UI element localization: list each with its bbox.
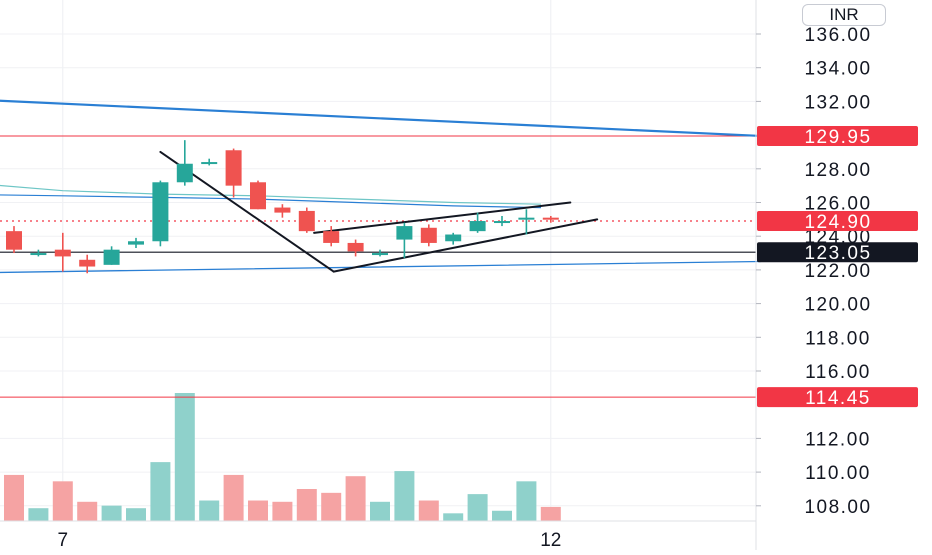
volume-bar	[394, 471, 415, 521]
volume-bar	[77, 501, 98, 521]
candle-body	[30, 253, 47, 256]
y-tick-label: 108.00	[804, 497, 871, 518]
price-label: 123.05	[804, 243, 871, 264]
volume-bar	[150, 462, 171, 521]
candle-body	[420, 227, 437, 243]
price-label: 124.90	[804, 212, 871, 233]
y-tick-label: 126.00	[804, 194, 871, 215]
y-tick-label: 120.00	[804, 295, 871, 316]
volume-bar	[4, 474, 24, 521]
candle-body	[79, 259, 96, 267]
price-label-box	[757, 242, 918, 263]
candle-body	[298, 210, 315, 232]
currency-button[interactable]: INR	[802, 4, 886, 26]
volume-bar	[492, 510, 512, 521]
candle-body	[469, 221, 486, 232]
volume-bar	[540, 506, 561, 521]
candle-body	[372, 253, 388, 256]
indicator-line	[0, 184, 542, 205]
volume-bar	[443, 513, 464, 521]
volume-bar	[272, 501, 293, 521]
candle-body	[176, 163, 193, 183]
price-label: 129.95	[804, 127, 871, 148]
y-tick-label: 122.00	[804, 261, 871, 282]
y-tick-label: 128.00	[804, 160, 871, 181]
candle-body	[250, 182, 266, 210]
y-tick-label: 112.00	[805, 429, 871, 450]
y-tick-label: 132.00	[804, 92, 871, 113]
candle-body	[542, 217, 559, 220]
y-tick-label: 116.00	[805, 362, 871, 383]
candle-body	[274, 207, 291, 213]
price-label: 114.45	[805, 388, 871, 409]
candle-body	[323, 231, 340, 243]
volume-bar	[516, 481, 537, 521]
candle-body	[445, 234, 462, 242]
candle-body	[128, 241, 144, 245]
candle-body	[347, 242, 364, 252]
candle-body	[225, 150, 242, 186]
volume-bar	[101, 505, 122, 521]
y-tick-label: 110.00	[805, 463, 871, 484]
candle-body	[518, 217, 535, 220]
candle-body	[494, 221, 510, 224]
volume-bar	[248, 500, 268, 521]
volume-bar	[52, 481, 73, 521]
volume-bar	[370, 501, 390, 521]
volume-bar	[174, 393, 195, 521]
candle-body	[201, 162, 218, 165]
volume-bar	[126, 508, 146, 521]
volume-bar	[199, 500, 220, 521]
price-label-box	[757, 125, 918, 146]
volume-bar	[345, 476, 366, 521]
volume-bar	[321, 492, 342, 521]
trend-line[interactable]	[332, 218, 599, 273]
x-tick-label: 7	[58, 530, 69, 550]
volume-bar	[418, 500, 439, 521]
trend-line[interactable]	[313, 201, 572, 234]
volume-bar	[223, 474, 244, 521]
price-label-box	[757, 211, 918, 232]
candle-body	[103, 249, 120, 265]
price-label-box	[757, 387, 918, 408]
y-tick-label: 136.00	[804, 25, 871, 46]
candle-body	[54, 249, 71, 257]
x-tick-label: 12	[540, 530, 561, 550]
candle-body	[396, 226, 413, 240]
y-tick-label: 118.00	[805, 328, 871, 349]
trend-line[interactable]	[0, 98, 762, 138]
y-tick-label: 134.00	[804, 59, 871, 80]
candle-body	[6, 231, 22, 250]
volume-bar	[28, 508, 49, 521]
volume-bar	[296, 489, 317, 521]
candle-body	[152, 182, 169, 242]
volume-bar	[467, 494, 488, 521]
